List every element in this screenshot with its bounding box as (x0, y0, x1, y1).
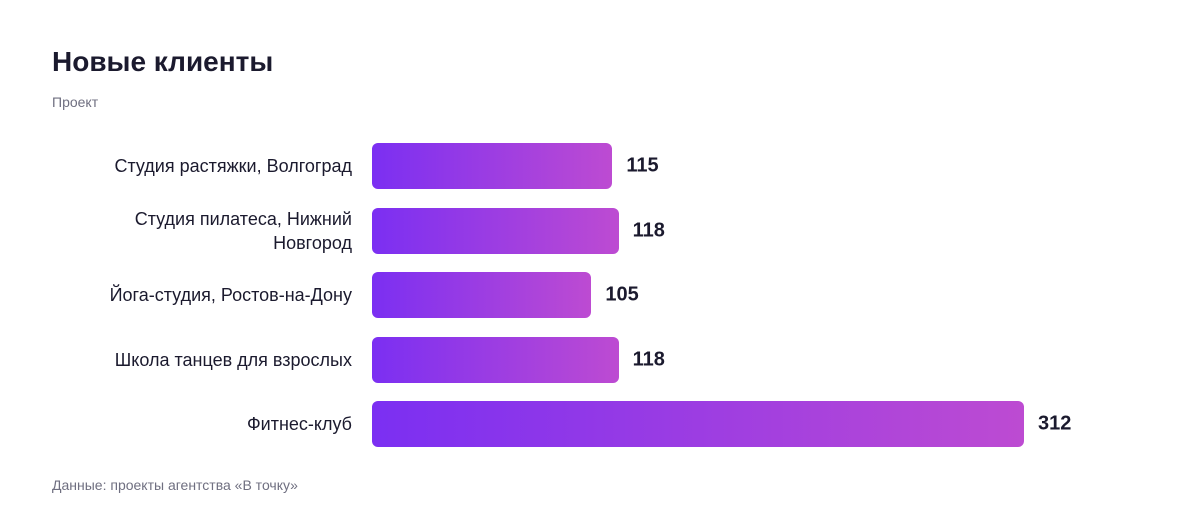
bar-row: Школа танцев для взрослых 118 (0, 336, 1200, 383)
bar (372, 401, 1024, 447)
bar-row: Фитнес-клуб 312 (0, 401, 1200, 447)
value-label: 115 (626, 154, 659, 177)
chart-title: Новые клиенты (52, 46, 274, 77)
bar (372, 143, 613, 189)
chart-subtitle: Проект (52, 94, 99, 110)
category-label: Школа танцев для взрослых (114, 349, 352, 370)
category-label: Студия пилатеса, Нижний Новгород (134, 208, 352, 253)
category-label: Йога-студия, Ростов-на-Дону (109, 285, 352, 305)
source-note: Данные: проекты агентства «В точку» (52, 477, 298, 493)
value-label: 118 (632, 348, 665, 370)
bar-row: Студия растяжки, Волгоград 115 (0, 143, 1200, 189)
value-label: 312 (1038, 412, 1072, 435)
category-label: Студия растяжки, Волгоград (114, 156, 352, 176)
bar-row: Студия пилатеса, Нижний Новгород 118 (0, 207, 1200, 254)
value-label: 118 (632, 219, 665, 241)
bar (372, 336, 619, 383)
bar (372, 207, 619, 254)
bar (372, 272, 592, 318)
value-label: 105 (605, 283, 639, 306)
bar-row: Йога-студия, Ростов-на-Дону 105 (0, 272, 1200, 318)
category-label: Фитнес-клуб (246, 414, 352, 434)
